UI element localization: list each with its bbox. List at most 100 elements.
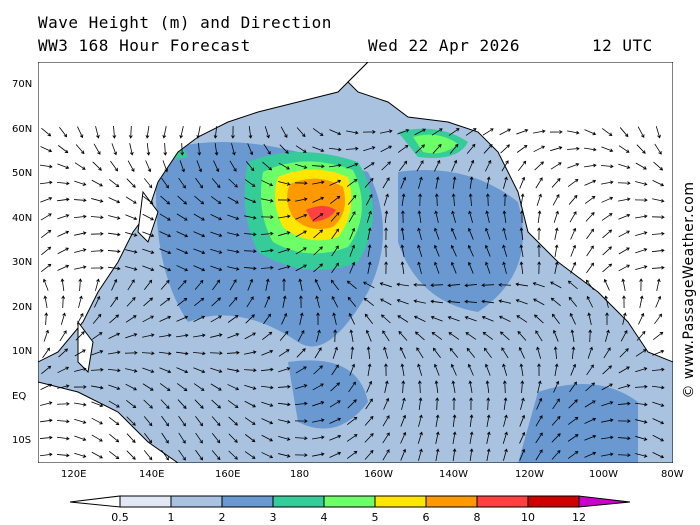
- wave-direction-arrow: [503, 193, 508, 207]
- wave-direction-arrow: [397, 145, 409, 153]
- wave-direction-arrow: [229, 279, 237, 291]
- wave-direction-arrow: [584, 417, 597, 424]
- wave-direction-arrow: [261, 434, 274, 442]
- wave-direction-arrow: [602, 246, 612, 256]
- wave-direction-arrow: [416, 160, 424, 172]
- wave-direction-arrow: [244, 215, 257, 220]
- wave-direction-arrow: [178, 432, 186, 444]
- wave-direction-arrow: [519, 448, 526, 461]
- wave-direction-arrow: [519, 414, 526, 427]
- wave-direction-arrow: [159, 333, 172, 338]
- wave-direction-arrow: [278, 367, 291, 373]
- wave-direction-arrow: [331, 364, 339, 376]
- wave-direction-arrow: [433, 244, 440, 257]
- wave-direction-arrow: [74, 248, 87, 253]
- wave-direction-arrow: [260, 231, 274, 236]
- wave-direction-arrow: [316, 329, 321, 342]
- wave-direction-arrow: [282, 295, 287, 308]
- wave-direction-arrow: [227, 400, 239, 408]
- wave-direction-arrow: [176, 333, 189, 338]
- wave-direction-arrow: [210, 214, 223, 221]
- wave-direction-arrow: [244, 384, 257, 390]
- wave-direction-arrow: [602, 263, 613, 273]
- wave-direction-arrow: [176, 265, 189, 272]
- wave-direction-arrow: [567, 450, 579, 459]
- wave-direction-arrow: [502, 431, 508, 444]
- wave-direction-arrow: [176, 351, 189, 356]
- wave-direction-arrow: [161, 177, 169, 189]
- wave-direction-arrow: [431, 331, 443, 340]
- wave-direction-arrow: [481, 299, 494, 304]
- wave-direction-arrow: [260, 265, 274, 270]
- wave-direction-arrow: [502, 210, 507, 223]
- wave-direction-arrow: [42, 278, 49, 291]
- wave-direction-arrow: [278, 265, 291, 271]
- wave-direction-arrow: [297, 330, 305, 342]
- wave-direction-arrow: [500, 144, 510, 154]
- watermark: © www.PassageWeather.com: [681, 181, 697, 399]
- wave-direction-arrow: [481, 283, 495, 288]
- wave-direction-arrow: [57, 366, 70, 374]
- wave-direction-arrow: [634, 402, 648, 407]
- wave-direction-arrow: [519, 244, 524, 257]
- wave-direction-arrow: [194, 279, 204, 290]
- wave-direction-arrow: [568, 194, 578, 205]
- wave-direction-arrow: [399, 346, 406, 359]
- wave-direction-arrow: [56, 419, 70, 424]
- wave-direction-arrow: [635, 265, 648, 270]
- wave-direction-arrow: [331, 245, 339, 257]
- wave-direction-arrow: [57, 384, 70, 389]
- wave-direction-arrow: [349, 363, 356, 376]
- wave-direction-arrow: [430, 299, 443, 304]
- wave-direction-arrow: [635, 453, 648, 458]
- wave-direction-arrow: [346, 162, 359, 169]
- wave-direction-arrow: [112, 125, 117, 139]
- wave-direction-arrow: [536, 193, 542, 206]
- wave-direction-arrow: [279, 330, 289, 341]
- wave-direction-arrow: [552, 329, 559, 342]
- wave-direction-arrow: [449, 347, 459, 358]
- wave-direction-arrow: [75, 144, 85, 155]
- wave-direction-arrow: [415, 144, 425, 154]
- wave-direction-arrow: [367, 227, 372, 240]
- wave-direction-arrow: [601, 418, 614, 423]
- wave-direction-arrow: [74, 231, 87, 236]
- wave-direction-arrow: [400, 227, 405, 240]
- wave-direction-arrow: [41, 246, 52, 256]
- wave-direction-arrow: [417, 380, 422, 394]
- wave-direction-arrow: [634, 198, 648, 202]
- wave-direction-arrow: [211, 416, 221, 427]
- wave-direction-arrow: [466, 143, 476, 154]
- wave-direction-arrow: [111, 143, 118, 156]
- wave-direction-arrow: [211, 450, 221, 461]
- wave-direction-arrow: [450, 363, 457, 376]
- wave-direction-arrow: [450, 244, 457, 257]
- wave-direction-arrow: [77, 126, 84, 139]
- wave-direction-arrow: [636, 330, 646, 341]
- wave-direction-arrow: [194, 297, 205, 307]
- wave-direction-arrow: [110, 296, 118, 308]
- wave-direction-arrow: [367, 244, 372, 257]
- wave-direction-arrow: [601, 383, 613, 391]
- wave-direction-arrow: [551, 177, 561, 188]
- wave-direction-arrow: [299, 312, 304, 325]
- wave-direction-arrow: [434, 261, 440, 274]
- wave-direction-arrow: [264, 126, 270, 139]
- wave-direction-arrow: [382, 177, 390, 189]
- wave-direction-arrow: [553, 380, 560, 393]
- wave-direction-arrow: [176, 315, 189, 322]
- wave-direction-arrow: [226, 350, 240, 355]
- wave-direction-arrow: [586, 262, 595, 274]
- wave-direction-arrow: [635, 181, 648, 186]
- wave-direction-arrow: [92, 313, 102, 324]
- wave-direction-arrow: [533, 314, 544, 324]
- wave-direction-arrow: [245, 161, 255, 172]
- wave-direction-arrow: [91, 179, 103, 187]
- wave-direction-arrow: [176, 213, 188, 221]
- wave-direction-arrow: [400, 244, 405, 257]
- wave-direction-arrow: [569, 211, 577, 223]
- wave-direction-arrow: [467, 261, 474, 274]
- wave-direction-arrow: [179, 160, 185, 173]
- wave-direction-arrow: [452, 176, 457, 189]
- legend-tick-label: 10: [521, 511, 535, 524]
